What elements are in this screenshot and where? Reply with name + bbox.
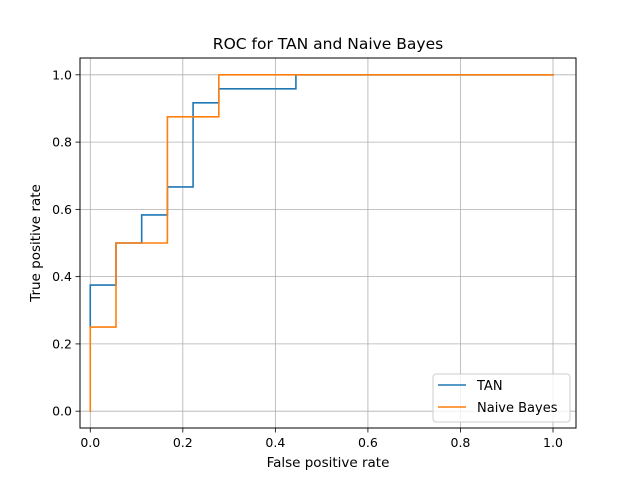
x-tick-label: 1.0 [543, 435, 563, 450]
legend: TAN Naive Bayes [432, 373, 571, 423]
x-tick-label: 0.6 [358, 435, 378, 450]
series-line-naive-bayes [89, 74, 554, 412]
y-tick-label: 1.0 [52, 67, 72, 82]
x-tick-label: 0.0 [80, 435, 100, 450]
y-tick-label: 0.4 [52, 269, 72, 284]
x-axis-label: False positive rate [267, 455, 390, 471]
y-tick-label: 0.0 [52, 404, 72, 419]
series-lines [89, 74, 554, 412]
legend-box [432, 373, 571, 423]
y-axis-label: True positive rate [28, 184, 44, 303]
y-tick-label: 0.2 [52, 336, 72, 351]
y-tick-label: 0.6 [52, 202, 72, 217]
x-tick-label: 0.2 [173, 435, 193, 450]
axis-ticks: 0.0 0.2 0.4 0.6 0.8 1.0 0.0 0.2 0.4 0.6 0.8 1.0 [52, 67, 563, 450]
x-tick-label: 0.4 [265, 435, 285, 450]
plot-frame [79, 57, 577, 429]
y-tick-label: 0.8 [52, 135, 72, 150]
legend-label-naive-bayes: Naive Bayes [477, 401, 558, 416]
chart-title: ROC for TAN and Naive Bayes [213, 35, 443, 53]
grid-lines [80, 58, 576, 428]
legend-label-tan: TAN [476, 379, 503, 394]
x-tick-label: 0.8 [451, 435, 471, 450]
